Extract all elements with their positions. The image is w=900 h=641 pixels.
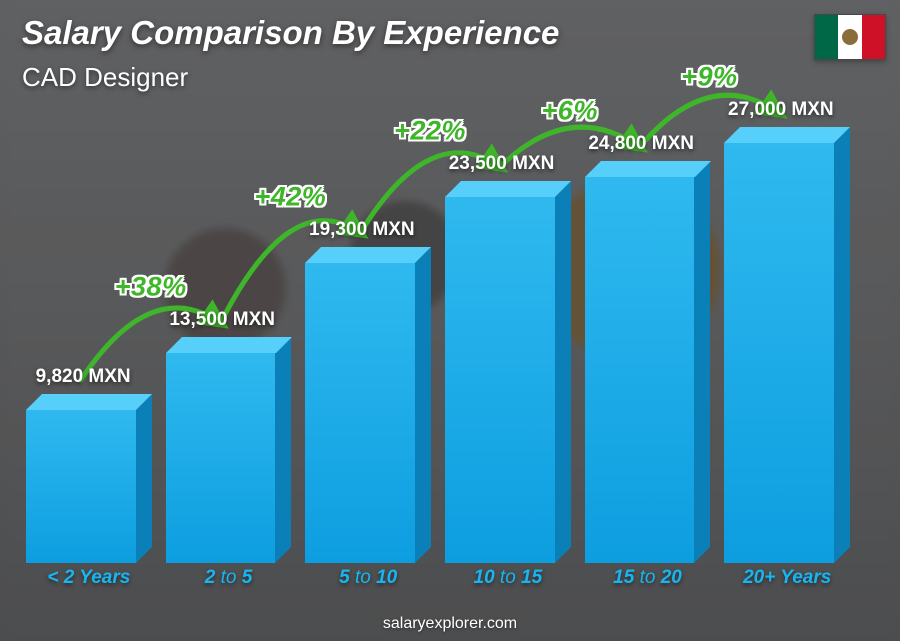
bar-side: [415, 247, 431, 563]
bar-value-label: 27,000 MXN: [728, 99, 834, 121]
bar-3: 23,500 MXN: [445, 103, 571, 563]
bar-top: [585, 161, 711, 177]
x-label-2: 5 to 10: [305, 567, 431, 597]
bar-side: [136, 394, 152, 563]
bar-shape: [26, 410, 152, 563]
bar-1: 13,500 MXN: [166, 103, 292, 563]
bar-value-label: 13,500 MXN: [169, 309, 275, 331]
bar-front: [26, 410, 136, 563]
country-flag-icon: [814, 14, 886, 60]
bar-front: [305, 263, 415, 563]
bar-shape: [445, 197, 571, 563]
bar-value-label: 23,500 MXN: [449, 153, 555, 175]
x-labels: < 2 Years 2 to 5 5 to 10 10 to 15 15 to 20 20…: [20, 567, 856, 597]
bar-front: [724, 143, 834, 563]
bar-4: 24,800 MXN: [585, 103, 711, 563]
page-title: Salary Comparison By Experience: [22, 14, 559, 52]
x-label-3: 10 to 15: [445, 567, 571, 597]
bar-2: 19,300 MXN: [305, 103, 431, 563]
salary-chart: 9,820 MXN 13,500 MXN 19,300 MXN 23,500 MXN 2…: [20, 57, 856, 597]
bar-shape: [166, 353, 292, 563]
bar-shape: [724, 143, 850, 563]
bar-front: [166, 353, 276, 563]
x-label-4: 15 to 20: [585, 567, 711, 597]
bar-top: [724, 127, 850, 143]
flag-stripe-3: [862, 15, 885, 59]
bar-5: 27,000 MXN: [724, 103, 850, 563]
bar-value-label: 24,800 MXN: [588, 133, 694, 155]
bar-value-label: 19,300 MXN: [309, 219, 415, 241]
bar-value-label: 9,820 MXN: [36, 366, 131, 388]
bar-side: [834, 127, 850, 563]
flag-stripe-1: [815, 15, 838, 59]
bar-top: [305, 247, 431, 263]
bar-0: 9,820 MXN: [26, 103, 152, 563]
bar-front: [445, 197, 555, 563]
flag-emblem-icon: [842, 29, 858, 45]
bar-side: [275, 337, 291, 563]
bars-container: 9,820 MXN 13,500 MXN 19,300 MXN 23,500 MXN 2…: [20, 103, 856, 563]
bar-shape: [305, 263, 431, 563]
x-label-1: 2 to 5: [166, 567, 292, 597]
x-label-0: < 2 Years: [26, 567, 152, 597]
bar-side: [555, 181, 571, 563]
infographic-stage: Salary Comparison By Experience CAD Desi…: [0, 0, 900, 641]
bar-top: [26, 394, 152, 410]
bar-top: [166, 337, 292, 353]
bar-top: [445, 181, 571, 197]
bar-side: [694, 161, 710, 563]
bar-front: [585, 177, 695, 563]
bar-shape: [585, 177, 711, 563]
footer-source: salaryexplorer.com: [0, 615, 900, 633]
x-label-5: 20+ Years: [724, 567, 850, 597]
